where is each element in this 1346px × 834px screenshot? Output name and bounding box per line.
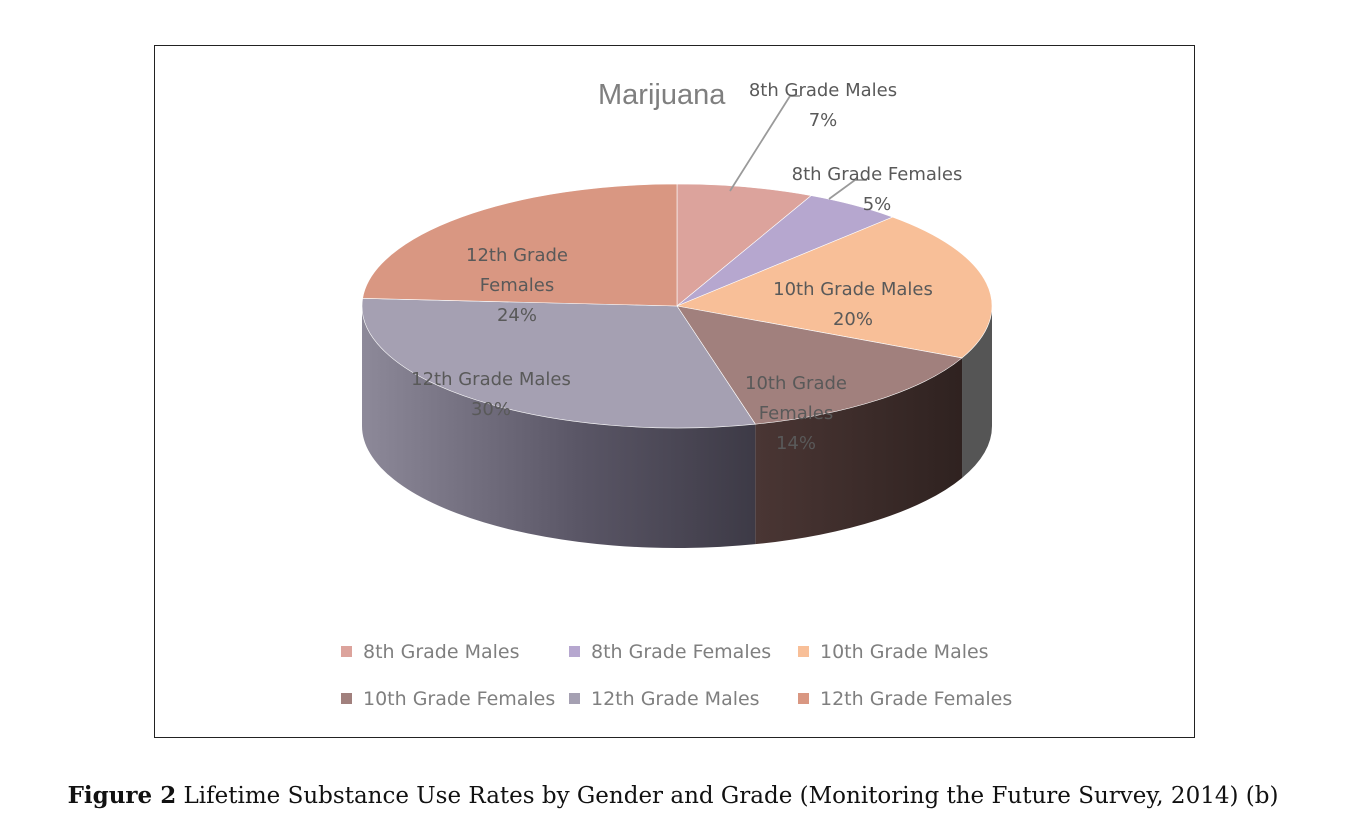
legend-label: 8th Grade Males <box>363 641 520 663</box>
legend-label: 8th Grade Females <box>591 641 771 663</box>
legend-label: 10th Grade Males <box>820 641 989 663</box>
legend-swatch <box>798 693 809 704</box>
pie-side-12th-grade-males <box>362 306 756 548</box>
legend-item-12th-grade-females: 12th Grade Females <box>798 688 1012 710</box>
chart-frame: 8th Grade Males 7% 8th Grade Females 5% 10th… <box>154 45 1195 738</box>
legend-swatch <box>798 646 809 657</box>
data-label-12th-grade-females: 12th Grade Females 24% <box>466 245 568 326</box>
pie-side-10th-grade-males <box>962 306 992 478</box>
data-label-8th-grade-males: 8th Grade Males 7% <box>749 80 897 131</box>
pie-slice-12th-grade-females <box>362 183 678 307</box>
pie-slice-12th-grade-males <box>361 298 756 429</box>
legend-label: 12th Grade Males <box>591 688 760 710</box>
figure-caption-label: Figure 2 <box>67 782 177 809</box>
pie-slice-10th-grade-males <box>675 216 993 359</box>
pie-side-10th-grade-females <box>755 357 963 545</box>
legend-swatch <box>569 693 580 704</box>
pie-chart: 8th Grade Males 7% 8th Grade Females 5% 10th… <box>341 79 1012 710</box>
legend-item-10th-grade-females: 10th Grade Females <box>341 688 555 710</box>
legend-label: 12th Grade Females <box>820 688 1012 710</box>
legend-swatch <box>341 693 352 704</box>
pie-slice-8th-grade-males <box>676 183 812 307</box>
data-label-8th-grade-females: 8th Grade Females 5% <box>792 164 963 215</box>
legend-label: 10th Grade Females <box>363 688 555 710</box>
legend-item-8th-grade-males: 8th Grade Males <box>341 641 520 663</box>
legend-swatch <box>569 646 580 657</box>
legend-item-8th-grade-females: 8th Grade Females <box>569 641 771 663</box>
leader-line-8th-grade-males <box>729 95 800 192</box>
legend-item-12th-grade-males: 12th Grade Males <box>569 688 760 710</box>
chart-title: Marijuana <box>598 79 726 111</box>
legend-item-10th-grade-males: 10th Grade Males <box>798 641 989 663</box>
legend-swatch <box>341 646 352 657</box>
figure-caption: Figure 2 Lifetime Substance Use Rates by… <box>0 782 1346 809</box>
data-label-10th-grade-males: 10th Grade Males 20% <box>773 279 933 330</box>
figure-caption-text: Lifetime Substance Use Rates by Gender a… <box>183 783 1279 809</box>
leader-line-8th-grade-females <box>828 179 867 200</box>
data-label-10th-grade-females: 10th Grade Females 14% <box>745 373 847 454</box>
pie-slice-10th-grade-females <box>676 305 963 425</box>
data-label-12th-grade-males: 12th Grade Males 30% <box>411 369 571 420</box>
